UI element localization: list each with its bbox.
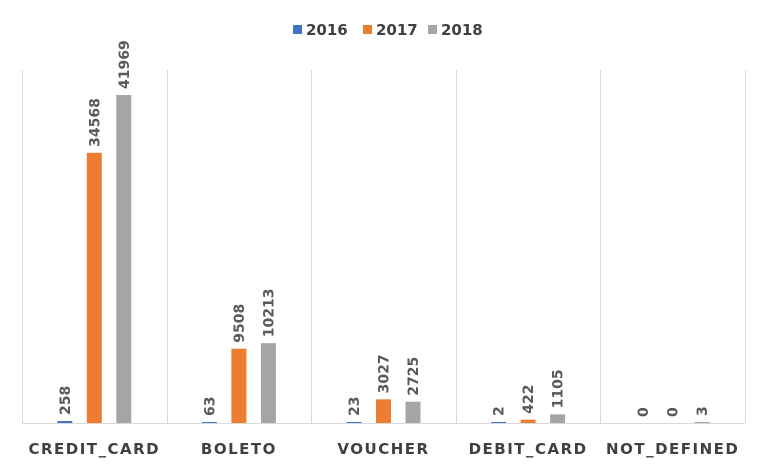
legend-swatch-2018	[428, 25, 437, 34]
data-label-credit_card-2017: 34568	[87, 98, 103, 147]
bar-not_defined-2018	[694, 422, 710, 423]
category-label-boleto: BOLETO	[201, 440, 277, 458]
data-label-not_defined-2016: 0	[636, 407, 652, 417]
bar-credit_card-2016	[57, 420, 73, 423]
legend-swatch-2016	[293, 25, 302, 34]
legend-swatch-2017	[363, 25, 372, 34]
data-label-voucher-2016: 23	[347, 397, 363, 416]
bar-debit_card-2017	[520, 419, 536, 423]
data-label-voucher-2018: 2725	[406, 357, 422, 396]
data-label-debit_card-2018: 1105	[551, 369, 567, 408]
bars	[57, 95, 710, 423]
data-label-credit_card-2016: 258	[58, 386, 74, 415]
data-label-not_defined-2017: 0	[666, 407, 682, 417]
category-label-credit_card: CREDIT_CARD	[28, 440, 160, 458]
bar-debit_card-2018	[550, 414, 566, 423]
legend-label-2016: 2016	[306, 21, 348, 39]
data-label-voucher-2017: 3027	[377, 354, 393, 393]
bar-voucher-2016	[346, 422, 362, 423]
bar-credit_card-2018	[116, 95, 132, 423]
data-label-boleto-2017: 9508	[232, 304, 248, 343]
legend-label-2018: 2018	[441, 21, 483, 39]
data-label-boleto-2018: 10213	[261, 288, 277, 337]
category-label-debit_card: DEBIT_CARD	[469, 440, 588, 458]
category-label-voucher: VOUCHER	[337, 440, 429, 458]
bar-debit_card-2016	[491, 422, 507, 423]
bar-voucher-2018	[405, 401, 421, 423]
category-labels: CREDIT_CARD BOLETO VOUCHER DEBIT_CARD NOT_DE…	[28, 440, 739, 458]
bar-credit_card-2017	[86, 152, 102, 423]
category-label-not_defined: NOT_DEFINED	[606, 440, 739, 458]
data-label-boleto-2016: 63	[202, 397, 218, 416]
data-label-credit_card-2018: 41969	[117, 40, 133, 89]
data-labels: 258 34568 41969 63 9508 10213 23 3027 2725 2 422 11…	[58, 40, 711, 417]
bar-boleto-2016	[201, 422, 217, 423]
category-separators	[22, 70, 746, 423]
bar-boleto-2017	[231, 348, 247, 423]
bar-boleto-2018	[260, 343, 276, 423]
legend-label-2017: 2017	[376, 21, 418, 39]
legend: 2016 2017 2018	[293, 21, 483, 39]
data-label-not_defined-2018: 3	[695, 406, 711, 416]
data-label-debit_card-2016: 2	[492, 406, 508, 416]
bar-voucher-2017	[376, 399, 391, 423]
data-label-debit_card-2017: 422	[521, 384, 537, 413]
